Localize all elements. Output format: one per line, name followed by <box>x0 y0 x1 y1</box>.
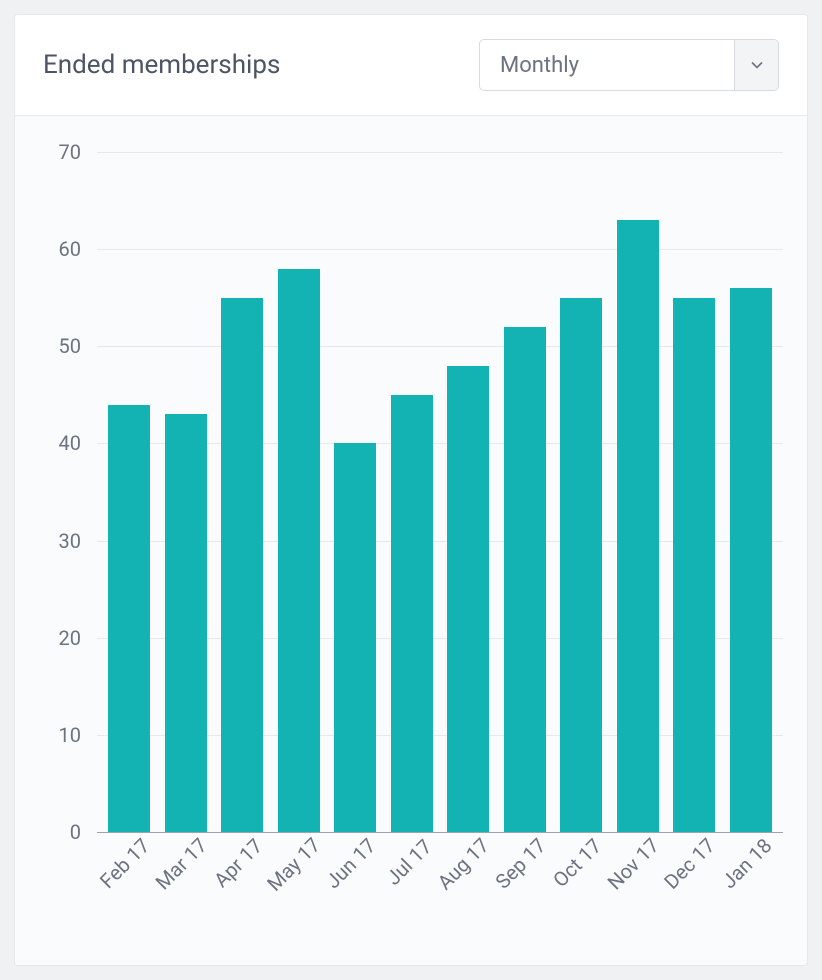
bar-slot <box>553 152 610 832</box>
bar-slot <box>384 152 441 832</box>
bar[interactable] <box>617 220 659 832</box>
bar-slot <box>497 152 554 832</box>
bar-slot <box>214 152 271 832</box>
bar[interactable] <box>108 405 150 832</box>
bar-slot <box>271 152 328 832</box>
bar[interactable] <box>673 298 715 832</box>
bar-slot <box>440 152 497 832</box>
caret-down-icon <box>734 40 778 90</box>
period-dropdown-label: Monthly <box>480 40 734 90</box>
bar-slot <box>666 152 723 832</box>
bar-slot <box>723 152 780 832</box>
bar[interactable] <box>165 414 207 832</box>
bar[interactable] <box>278 269 320 832</box>
x-axis-baseline <box>97 832 783 833</box>
y-tick-label: 30 <box>59 529 81 553</box>
period-dropdown[interactable]: Monthly <box>479 39 779 91</box>
y-axis: 010203040506070 <box>39 152 87 832</box>
bar-slot <box>158 152 215 832</box>
bar[interactable] <box>221 298 263 832</box>
bar-slot <box>327 152 384 832</box>
y-tick-label: 20 <box>59 626 81 650</box>
card-title: Ended memberships <box>43 50 280 80</box>
y-tick-label: 0 <box>70 820 81 844</box>
bar[interactable] <box>560 298 602 832</box>
card-header: Ended memberships Monthly <box>15 15 807 116</box>
y-tick-label: 70 <box>59 140 81 164</box>
bar[interactable] <box>391 395 433 832</box>
chart-card: Ended memberships Monthly 0 10 20 30 40 50 60 7… <box>14 14 808 966</box>
chart-bars <box>97 152 783 832</box>
bar[interactable] <box>334 443 376 832</box>
y-tick-label: 60 <box>59 237 81 261</box>
bar[interactable] <box>730 288 772 832</box>
y-tick-label: 10 <box>59 723 81 747</box>
y-tick-label: 40 <box>59 431 81 455</box>
bar[interactable] <box>447 366 489 832</box>
bar[interactable] <box>504 327 546 832</box>
y-tick-label: 50 <box>59 334 81 358</box>
bar-slot <box>101 152 158 832</box>
chart-plot: 010203040506070 Feb 17Mar 17Apr 17May 17… <box>39 152 783 832</box>
bar-slot <box>610 152 667 832</box>
chart-area: 010203040506070 Feb 17Mar 17Apr 17May 17… <box>15 116 807 966</box>
